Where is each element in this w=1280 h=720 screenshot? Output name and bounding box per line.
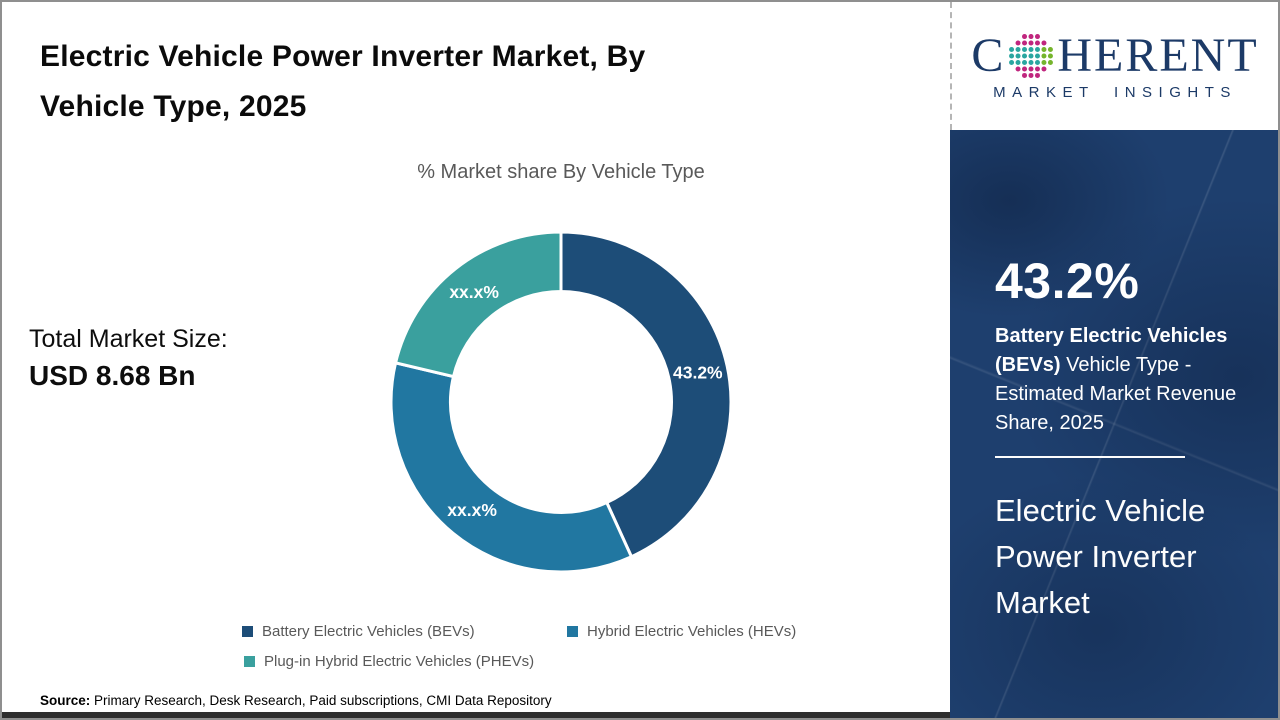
highlight-stat-description: Battery Electric Vehicles (BEVs) Vehicle… (995, 322, 1243, 438)
donut-chart: 43.2% xx.x% xx.x% (381, 222, 741, 582)
donut-slice-label-1: xx.x% (447, 500, 497, 520)
market-name: Electric Vehicle Power Inverter Market (995, 493, 1206, 620)
bottom-accent-bar (2, 712, 950, 718)
donut-chart-svg: 43.2% xx.x% xx.x% (389, 230, 733, 574)
chart-area: Electric Vehicle Power Inverter Market, … (2, 2, 950, 718)
highlight-stat-rest: Vehicle Type - Estimated Market Revenue … (995, 354, 1237, 434)
legend-label-phev: Plug-in Hybrid Electric Vehicles (PHEVs) (264, 652, 535, 670)
total-market-size-value: USD 8.68 Bn (29, 360, 196, 391)
chart-subtitle: % Market share By Vehicle Type (417, 161, 705, 183)
brand-logo-wordmark: C HERENT (971, 31, 1258, 81)
source-text: Primary Research, Desk Research, Paid su… (90, 693, 552, 708)
highlight-stat-bold: Battery Electric Vehicles (BEVs) (995, 325, 1228, 376)
legend-item-hev: Hybrid Electric Vehicles (HEVs) (567, 621, 796, 641)
page-title-line1: Electric Vehicle Power Inverter Market, … (40, 40, 646, 73)
panel-divider (995, 456, 1185, 458)
logo-letter-c: C (971, 29, 1006, 82)
donut-slice-2 (393, 230, 563, 379)
highlight-panel: 43.2% Battery Electric Vehicles (BEVs) V… (950, 130, 1278, 718)
legend-marker-hev-icon (567, 625, 578, 637)
legend-label-bev: Battery Electric Vehicles (BEVs) (262, 622, 475, 640)
donut-slice-0 (559, 230, 733, 559)
legend-marker-phev-icon (244, 655, 255, 667)
donut-slice-1 (389, 361, 634, 574)
page-title-line2: Vehicle Type, 2025 (40, 90, 307, 123)
globe-dots-icon (1009, 34, 1054, 78)
page-title: Electric Vehicle Power Inverter Market, … (40, 32, 840, 132)
total-market-size: Total Market Size: USD 8.68 Bn (29, 325, 228, 392)
source-prefix: Source: (40, 693, 91, 708)
highlight-stat-value: 43.2% (995, 253, 1140, 309)
sidebar: C HERENT MARKET INSIGHTS 43.2% Battery E… (950, 2, 1278, 718)
legend-marker-bev-icon (242, 625, 253, 637)
legend-item-bev: Battery Electric Vehicles (BEVs) (242, 621, 475, 641)
logo-tagline: MARKET INSIGHTS (993, 84, 1237, 101)
source-line: Source: Primary Research, Desk Research,… (40, 693, 552, 708)
donut-slice-label-2: xx.x% (449, 282, 499, 302)
donut-slice-label-0: 43.2% (673, 362, 723, 382)
total-market-size-label: Total Market Size: (29, 325, 228, 353)
logo-letters-herent: HERENT (1057, 29, 1259, 82)
legend-label-hev: Hybrid Electric Vehicles (HEVs) (587, 622, 797, 640)
brand-logo: C HERENT MARKET INSIGHTS (950, 2, 1278, 130)
legend-item-phev: Plug-in Hybrid Electric Vehicles (PHEVs) (244, 651, 534, 671)
